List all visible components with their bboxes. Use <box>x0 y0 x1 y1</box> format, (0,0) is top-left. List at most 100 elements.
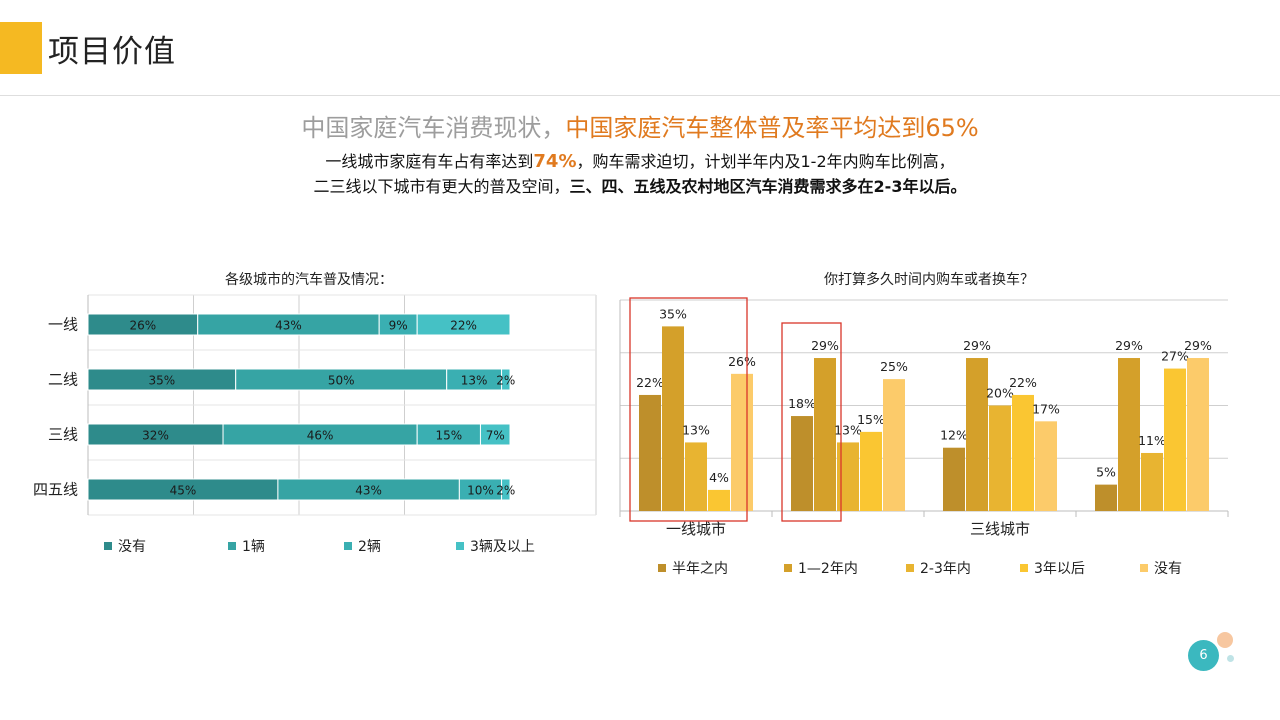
chart2-data-label: 27% <box>1161 349 1189 364</box>
chart1-category-label: 三线 <box>48 426 78 444</box>
chart2-category-label: 一线城市 <box>666 520 726 538</box>
chart2-bar <box>685 442 707 511</box>
title-divider <box>0 95 1280 96</box>
chart1-data-label: 15% <box>435 429 462 443</box>
chart1-data-label: 26% <box>130 319 157 333</box>
sub2-text-b: 三、四、五线及农村地区汽车消费需求多在2-3年以后。 <box>569 177 967 196</box>
chart2-bar <box>731 373 753 511</box>
chart2-data-label: 22% <box>636 375 664 390</box>
chart2-bar <box>1095 484 1117 511</box>
chart1-legend-swatch <box>344 542 352 550</box>
chart1-bar-segment <box>416 313 511 336</box>
chart2-legend-label: 3年以后 <box>1034 561 1085 577</box>
chart1-legend-label: 没有 <box>118 539 146 555</box>
chart2-bar <box>1035 421 1057 511</box>
chart1-category-label: 一线 <box>48 316 78 334</box>
chart1-title: 各级城市的汽车普及情况： <box>225 271 393 288</box>
title-accent-bar <box>0 22 42 74</box>
chart2-data-label: 25% <box>880 359 908 374</box>
chart2-data-label: 35% <box>659 306 687 321</box>
chart2-bar <box>883 379 905 511</box>
chart2-data-label: 29% <box>1184 338 1212 353</box>
chart-purchase-plan: 你打算多久时间内购车或者换车？ 22% 35% 13% 4% 26% 一线城市 18% 29% 1… <box>619 271 1229 577</box>
chart1-data-label: 32% <box>142 429 169 443</box>
chart1-category-label: 二线 <box>48 371 78 389</box>
chart1-data-label: 43% <box>275 319 302 333</box>
chart1-legend-swatch <box>456 542 464 550</box>
page-number-badge: 6 <box>1188 640 1219 671</box>
subtitle-line-1: 一线城市家庭有车占有率达到74%，购车需求迫切，计划半年内及1-2年内购车比例高… <box>0 148 1280 172</box>
chart1-data-label: 50% <box>328 374 355 388</box>
chart2-data-label: 4% <box>709 470 729 485</box>
chart2-data-label: 26% <box>728 354 756 369</box>
chart2-bar <box>989 405 1011 511</box>
page-title: 项目价值 <box>48 34 176 70</box>
chart2-legend-swatch <box>658 564 666 572</box>
chart1-data-label: 35% <box>149 374 176 388</box>
chart2-bar <box>708 489 730 511</box>
sub1-text-b: ，购车需求迫切，计划半年内及1-2年内购车比例高， <box>576 152 955 171</box>
chart2-bar <box>662 326 684 511</box>
chart1-legend-label: 1辆 <box>242 539 265 555</box>
chart2-highlight-box <box>781 322 842 522</box>
chart2-data-label: 13% <box>682 422 710 437</box>
chart1-bar-segment <box>479 423 511 446</box>
chart2-data-label: 11% <box>1138 433 1166 448</box>
chart1-data-label: 43% <box>355 484 382 498</box>
chart1-bar-segment <box>501 478 511 501</box>
sub2-text-a: 二三线以下城市有更大的普及空间， <box>313 177 570 196</box>
chart2-data-label: 5% <box>1096 465 1116 480</box>
subtitle-line-2: 二三线以下城市有更大的普及空间，三、四、五线及农村地区汽车消费需求多在2-3年以… <box>0 173 1280 197</box>
sub1-highlight: 74% <box>533 151 577 172</box>
chart2-legend-swatch <box>1020 564 1028 572</box>
chart1-legend-swatch <box>228 542 236 550</box>
chart1-data-label: 2% <box>496 484 515 498</box>
chart1-data-label: 9% <box>389 319 408 333</box>
chart2-bar <box>1187 358 1209 511</box>
chart2-bar <box>1141 452 1163 511</box>
sub1-text-a: 一线城市家庭有车占有率达到 <box>325 152 534 171</box>
headline-gray: 中国家庭汽车消费现状， <box>301 114 566 142</box>
chart1-data-label: 10% <box>467 484 494 498</box>
chart2-legend-label: 2-3年内 <box>920 561 971 577</box>
chart2-data-label: 12% <box>940 428 968 443</box>
chart2-highlight-box <box>629 297 748 522</box>
chart2-bar <box>1164 368 1186 511</box>
chart2-data-label: 29% <box>1115 338 1143 353</box>
chart-car-ownership: 各级城市的汽车普及情况： 一线 26% 43% 9% 22% 二线 35% 50% 13% 2% 三线… <box>33 271 597 555</box>
chart1-data-label: 22% <box>450 319 477 333</box>
chart2-legend-label: 半年之内 <box>672 561 728 577</box>
chart1-data-label: 13% <box>461 374 488 388</box>
chart2-bar <box>639 394 661 511</box>
chart2-bar <box>1012 394 1034 511</box>
chart1-data-label: 2% <box>496 374 515 388</box>
chart2-data-label: 22% <box>1009 375 1037 390</box>
chart2-data-label: 18% <box>788 396 816 411</box>
chart2-legend-swatch <box>784 564 792 572</box>
chart2-bar <box>837 442 859 511</box>
chart2-data-label: 15% <box>857 412 885 427</box>
chart2-bar <box>943 447 965 511</box>
chart2-bar <box>966 358 988 511</box>
chart2-data-label: 29% <box>963 338 991 353</box>
chart2-bar <box>814 358 836 511</box>
headline: 中国家庭汽车消费现状，中国家庭汽车整体普及率平均达到65% <box>0 108 1280 143</box>
decor-dot-peach <box>1217 632 1233 648</box>
chart2-title: 你打算多久时间内购车或者换车？ <box>824 271 1034 288</box>
chart2-legend-swatch <box>906 564 914 572</box>
chart1-legend-label: 2辆 <box>358 539 381 555</box>
chart2-legend-label: 1—2年内 <box>798 561 858 577</box>
chart1-category-label: 四五线 <box>33 481 78 499</box>
chart2-category-label: 三线城市 <box>970 520 1030 538</box>
chart1-data-label: 7% <box>486 429 505 443</box>
chart2-bar <box>860 431 882 511</box>
chart2-legend-label: 没有 <box>1154 561 1182 577</box>
chart1-bar-segment <box>501 368 511 391</box>
decor-dot-teal <box>1227 655 1234 662</box>
headline-orange: 中国家庭汽车整体普及率平均达到65% <box>565 114 979 142</box>
chart2-data-label: 29% <box>811 338 839 353</box>
chart2-legend-swatch <box>1140 564 1148 572</box>
chart1-data-label: 46% <box>307 429 334 443</box>
chart2-bar <box>1118 358 1140 511</box>
chart2-data-label: 17% <box>1032 401 1060 416</box>
